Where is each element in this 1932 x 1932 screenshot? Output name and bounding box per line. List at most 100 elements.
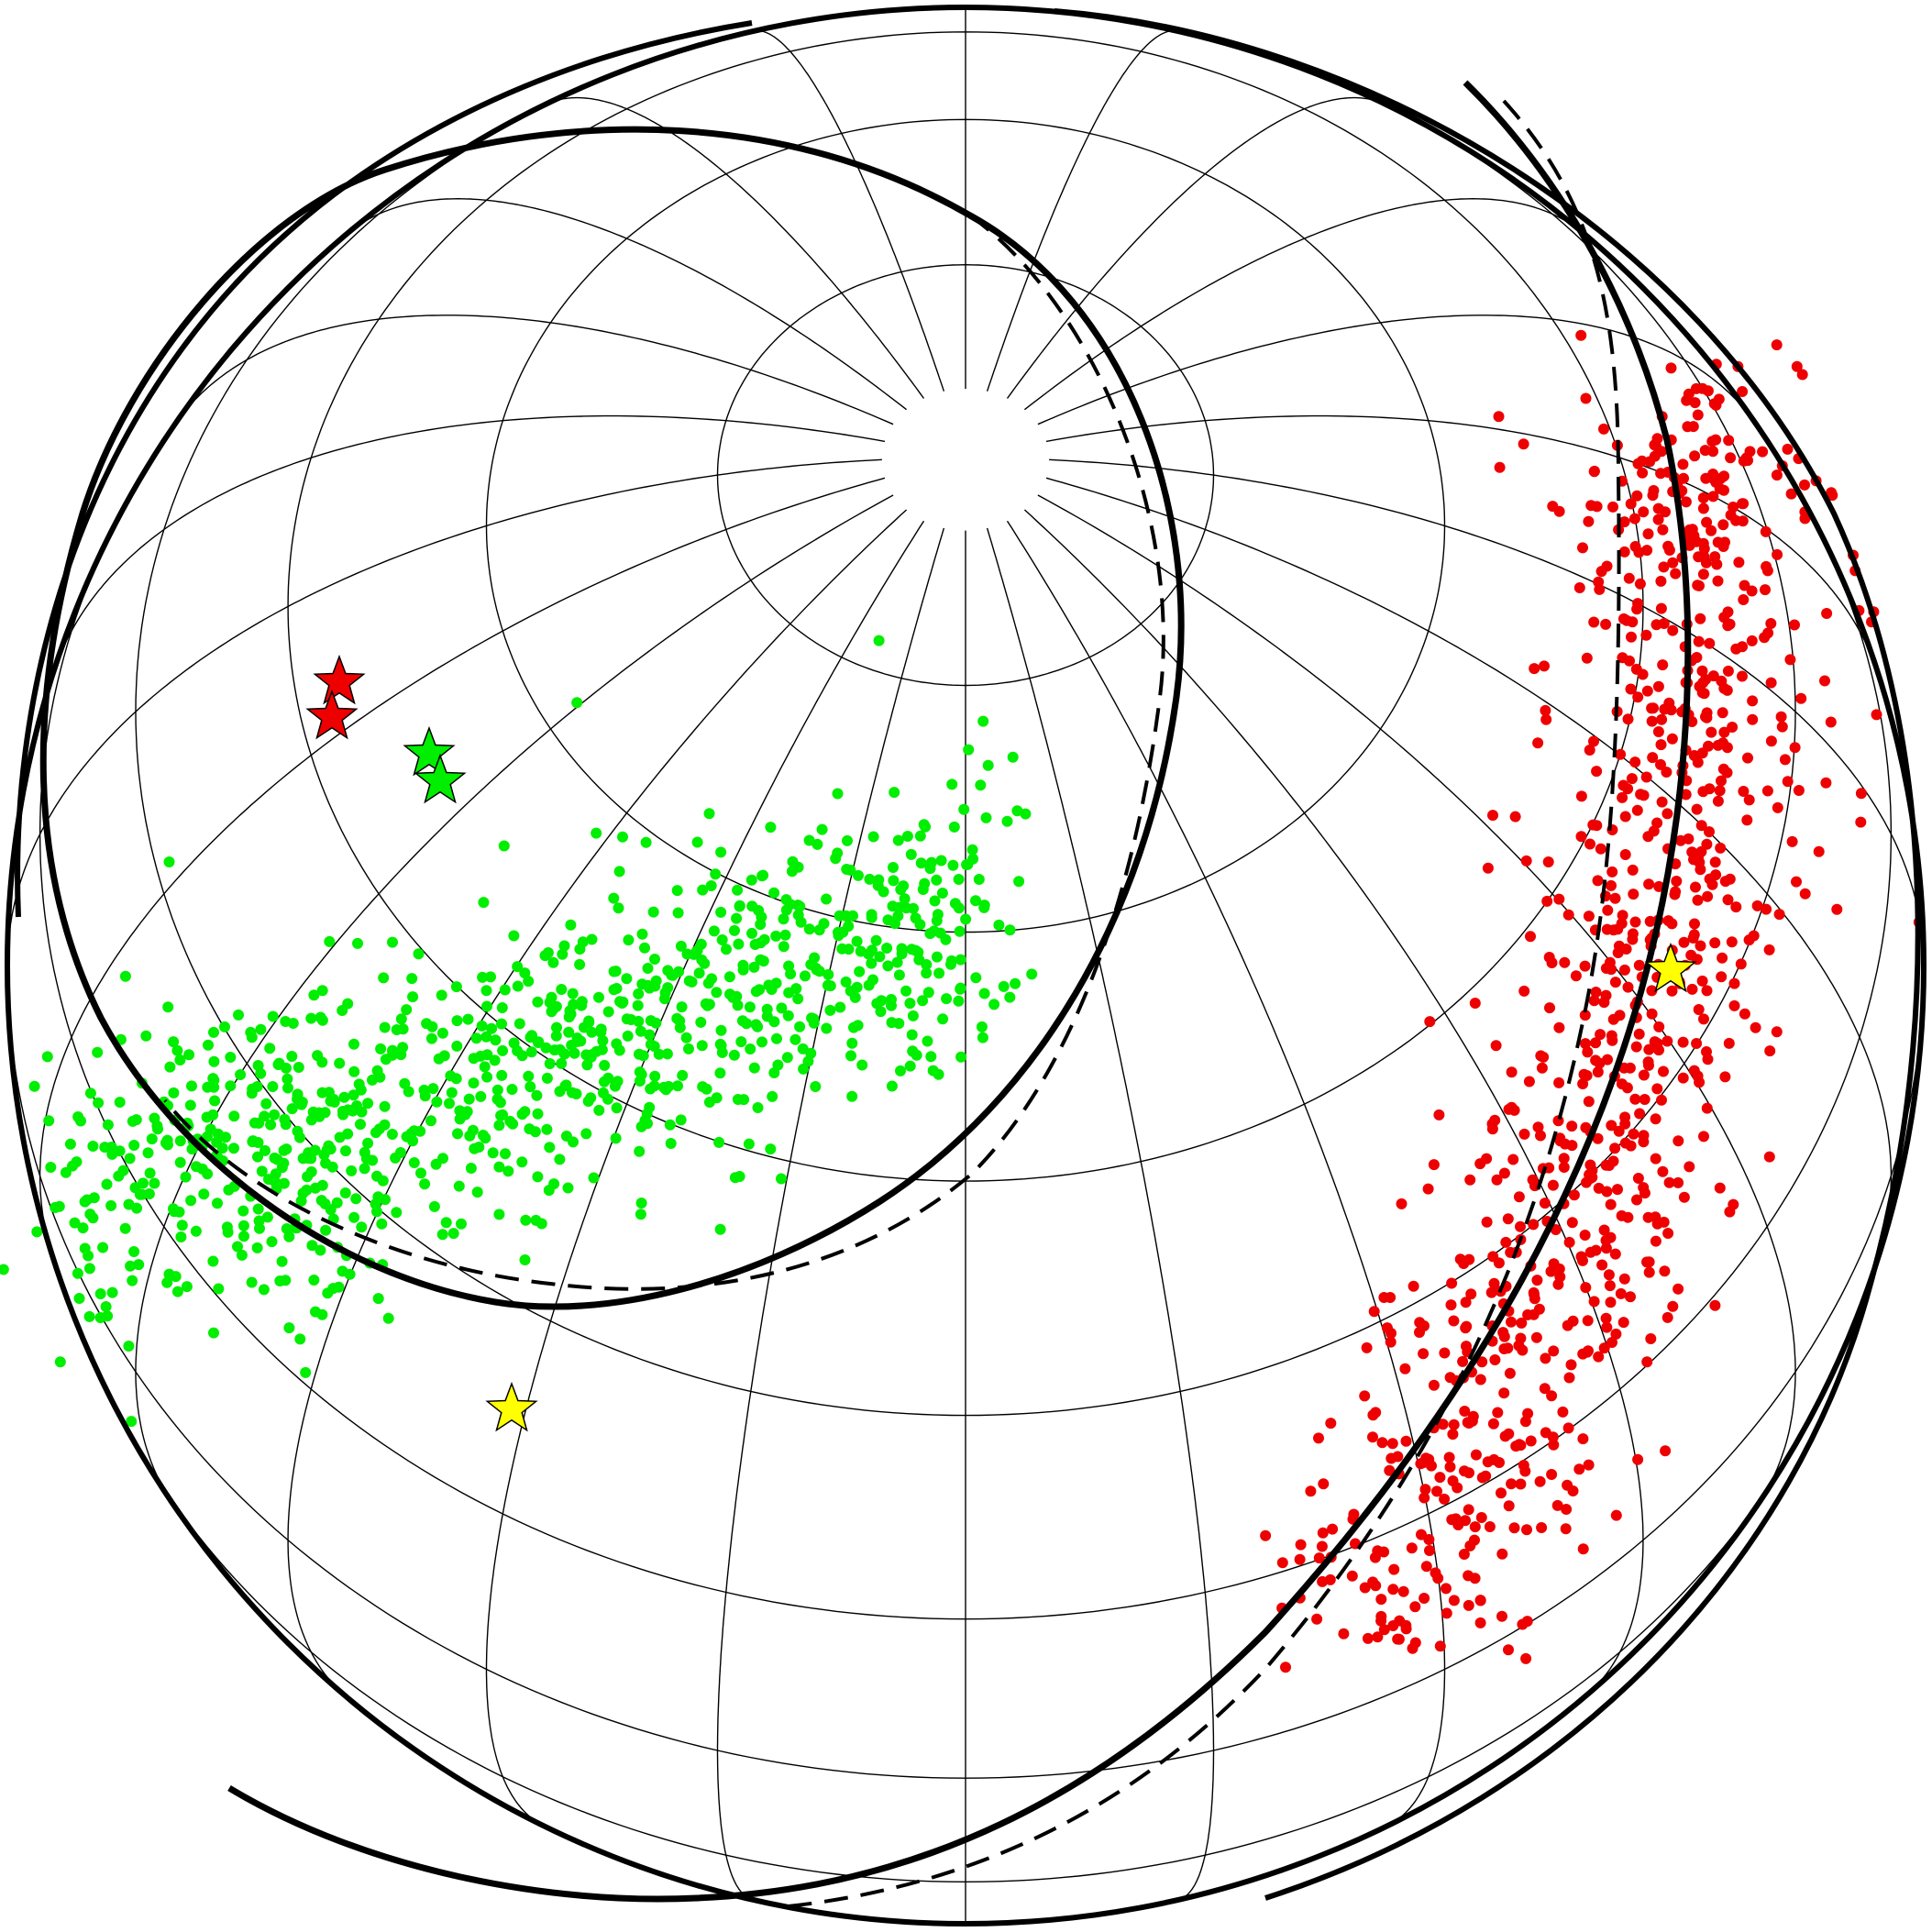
green-cluster-point <box>734 900 745 912</box>
red-cluster-point <box>1392 1633 1404 1645</box>
green-cluster-point <box>328 1096 340 1108</box>
red-cluster-point <box>1746 585 1758 597</box>
red-cluster-point <box>1525 1435 1537 1447</box>
green-cluster-point <box>913 954 925 966</box>
red-cluster-point <box>1799 479 1810 491</box>
green-cluster-point <box>810 1081 822 1092</box>
red-cluster-point <box>1641 1356 1653 1368</box>
red-cluster-point <box>1855 816 1867 828</box>
red-cluster-point <box>1558 1153 1570 1165</box>
red-cluster-point <box>1686 846 1698 858</box>
green-cluster-point <box>714 1038 726 1050</box>
green-cluster-point <box>982 759 994 771</box>
red-cluster-point <box>1632 691 1644 703</box>
green-cluster-point <box>581 1059 593 1071</box>
red-cluster-point <box>1704 826 1715 838</box>
green-cluster-point <box>476 1020 488 1032</box>
red-cluster-point <box>1697 569 1709 580</box>
green-cluster-point <box>1020 808 1032 820</box>
green-cluster-point <box>881 943 893 954</box>
red-cluster-point <box>1694 856 1706 868</box>
red-cluster-point <box>1773 909 1785 921</box>
green-cluster-point <box>512 980 524 992</box>
green-cluster-point <box>191 1161 202 1173</box>
red-star-1 <box>313 654 366 705</box>
green-cluster-point <box>175 1231 187 1242</box>
red-cluster-point <box>1716 971 1728 983</box>
red-cluster-point <box>1540 704 1551 716</box>
green-cluster-point <box>921 967 933 979</box>
red-cluster-point <box>1704 637 1716 649</box>
green-cluster-point <box>325 1143 337 1155</box>
red-cluster-point <box>1559 956 1571 968</box>
green-cluster-point <box>190 1225 202 1237</box>
green-cluster-point <box>87 1141 99 1152</box>
green-cluster-point <box>176 1220 188 1231</box>
red-cluster-point <box>1474 1617 1486 1628</box>
green-cluster-point <box>898 880 910 892</box>
red-cluster-point <box>1443 1452 1455 1463</box>
green-cluster-point <box>64 1138 76 1150</box>
green-cluster-point <box>387 936 398 948</box>
green-cluster-point <box>843 944 855 955</box>
green-cluster-point <box>765 1143 777 1155</box>
red-cluster-point <box>1639 1094 1650 1105</box>
green-cluster-point <box>320 1224 332 1236</box>
red-cluster-point <box>1855 788 1867 800</box>
green-cluster-point <box>246 1087 258 1099</box>
green-cluster-point <box>873 874 885 886</box>
red-cluster-point <box>1772 801 1783 813</box>
red-cluster-point <box>1663 545 1675 556</box>
green-cluster-point <box>377 1175 389 1187</box>
red-cluster-point <box>1506 1101 1518 1113</box>
green-cluster-point <box>294 1132 305 1143</box>
red-cluster-point <box>1782 776 1794 788</box>
green-cluster-point <box>671 885 683 897</box>
red-cluster-point <box>1530 1331 1542 1343</box>
green-cluster-point <box>818 918 830 930</box>
red-cluster-point <box>1475 1512 1487 1523</box>
red-cluster-point <box>1735 958 1747 970</box>
red-cluster-point <box>1591 766 1603 778</box>
green-cluster-point <box>348 1089 359 1101</box>
red-cluster-point <box>1546 1390 1558 1402</box>
red-cluster-point <box>1629 1093 1641 1105</box>
green-cluster-point <box>237 1220 249 1231</box>
red-cluster-point <box>1698 543 1710 555</box>
green-cluster-point <box>856 1059 868 1071</box>
green-cluster-point <box>359 1146 370 1158</box>
green-cluster-point <box>72 1267 83 1279</box>
green-cluster-point <box>768 887 780 899</box>
green-cluster-point <box>922 987 934 999</box>
red-cluster-point <box>1660 1445 1672 1457</box>
green-cluster-point <box>276 1255 288 1267</box>
red-cluster-point <box>1707 670 1719 682</box>
green-cluster-point <box>252 1203 264 1215</box>
green-cluster-point <box>794 1021 806 1032</box>
green-cluster-point <box>428 1200 440 1212</box>
green-cluster-point <box>710 868 722 880</box>
red-cluster-point <box>1406 1542 1418 1554</box>
green-cluster-point <box>697 884 709 896</box>
green-cluster-point <box>362 1137 374 1149</box>
green-cluster-point <box>543 1185 555 1197</box>
meridian-line <box>485 520 925 1827</box>
red-cluster-point <box>1650 619 1662 631</box>
red-cluster-point <box>1431 1485 1442 1497</box>
red-cluster-point <box>1386 1452 1397 1464</box>
red-cluster-point <box>1506 1066 1518 1078</box>
red-cluster-point <box>1529 1288 1540 1300</box>
red-cluster-point <box>1592 1066 1604 1078</box>
red-cluster-point <box>1693 635 1705 647</box>
red-cluster-point <box>1548 1439 1560 1451</box>
red-cluster-point <box>1662 915 1674 927</box>
green-cluster-point <box>272 1059 284 1070</box>
green-cluster-point <box>586 1049 598 1061</box>
green-cluster-point <box>79 1196 91 1208</box>
green-cluster-point <box>267 1081 279 1092</box>
red-cluster-point <box>1527 1174 1539 1186</box>
globe-outline <box>5 5 1926 1926</box>
red-cluster-point <box>1712 795 1724 807</box>
green-cluster-point <box>493 1209 505 1220</box>
red-cluster-point <box>1765 677 1777 689</box>
